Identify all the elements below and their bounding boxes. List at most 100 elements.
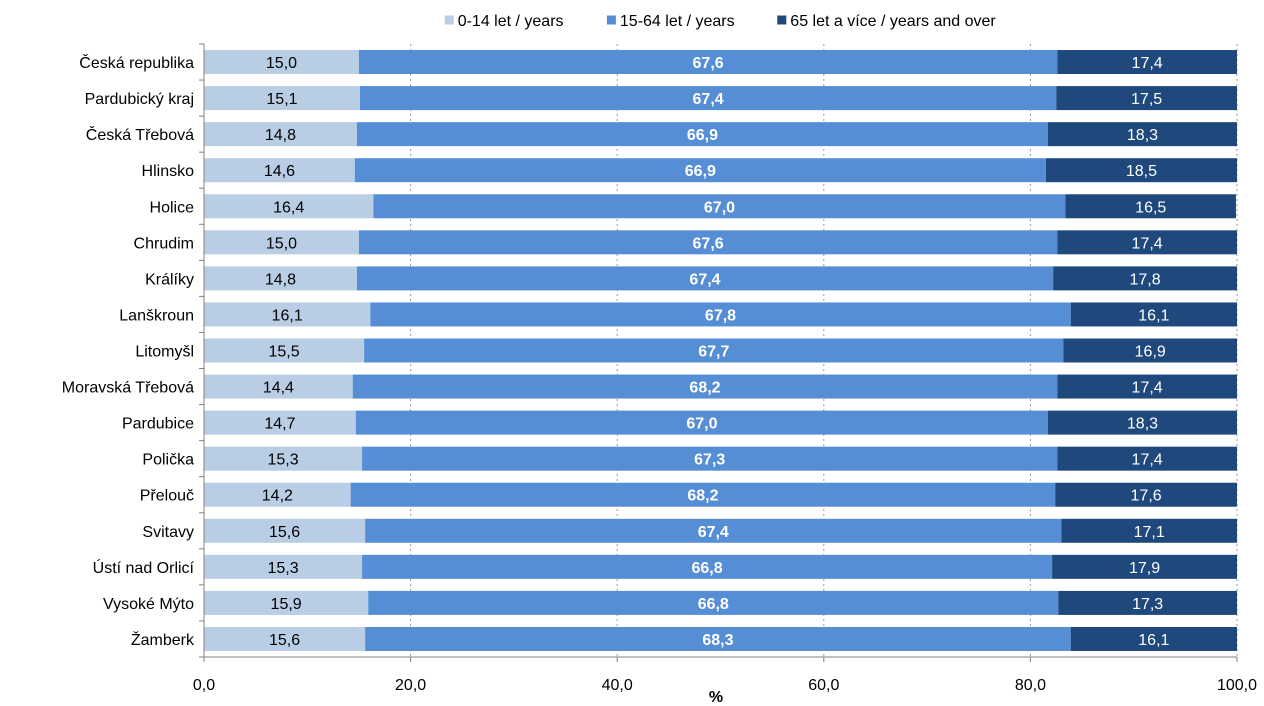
bar-row: 15,3 67,3 17,4 Polička — [142, 446, 1237, 471]
bar-segment — [1055, 482, 1237, 507]
data-label: 66,9 — [687, 127, 718, 144]
data-label: 14,6 — [264, 163, 295, 180]
legend-item: 15-64 let / years — [606, 13, 735, 30]
legend-item: 65 let a více / years and over — [777, 13, 996, 30]
bar-row: 14,8 66,9 18,3 Česká Třebová — [86, 122, 1237, 147]
data-label: 18,3 — [1127, 127, 1158, 144]
category-label: Pardubice — [122, 416, 194, 433]
bar-row: 15,1 67,4 17,5 Pardubický kraj — [85, 86, 1237, 111]
bar-segment — [204, 410, 356, 435]
bar-segment — [350, 482, 1056, 507]
bar-segment — [204, 230, 359, 255]
category-label: Hlinsko — [142, 163, 195, 180]
data-label: 16,5 — [1135, 199, 1166, 216]
data-label: 15,0 — [266, 235, 297, 252]
data-label: 18,3 — [1127, 416, 1158, 433]
bar-row: 15,0 67,6 17,4 Česká republika — [79, 50, 1237, 75]
legend-swatch — [606, 15, 616, 25]
bar-segment — [204, 554, 363, 579]
data-label: 14,7 — [264, 416, 295, 433]
category-label: Králíky — [145, 271, 194, 288]
bar-segment — [358, 50, 1058, 75]
data-label: 67,4 — [698, 524, 729, 541]
bars: 15,0 67,6 17,4 Česká republika 15,1 67,4 17,5 P… — [62, 50, 1237, 651]
bar-row: 15,3 66,8 17,9 Ústí nad Orlicí — [93, 554, 1237, 579]
x-tick-label: 20,0 — [395, 677, 426, 694]
data-label: 66,8 — [692, 560, 723, 577]
bar-segment — [355, 410, 1048, 435]
data-label: 66,9 — [685, 163, 716, 180]
data-label: 68,2 — [689, 380, 720, 397]
data-label: 15,5 — [268, 344, 299, 361]
category-label: Lanškroun — [119, 307, 194, 324]
bar-segment — [1047, 410, 1237, 435]
data-label: 17,5 — [1131, 91, 1162, 108]
legend-label: 65 let a více / years and over — [790, 13, 996, 30]
bar-segment — [1052, 554, 1237, 579]
data-label: 66,8 — [698, 596, 729, 613]
bar-segment — [204, 482, 351, 507]
bar-segment — [1058, 590, 1237, 615]
bar-row: 14,8 67,4 17,8 Králíky — [145, 266, 1237, 291]
bar-segment — [356, 122, 1048, 147]
bar-segment — [354, 158, 1046, 183]
bar-segment — [359, 86, 1057, 111]
bar-segment — [358, 230, 1058, 255]
data-label: 67,3 — [694, 452, 725, 469]
data-label: 17,4 — [1132, 452, 1163, 469]
bar-segment — [1065, 194, 1236, 219]
data-label: 16,1 — [272, 307, 303, 324]
bar-segment — [204, 374, 353, 399]
data-label: 67,8 — [705, 307, 736, 324]
bar-segment — [362, 446, 1058, 471]
bar-segment — [204, 194, 374, 219]
bar-segment — [1063, 338, 1237, 363]
data-label: 16,1 — [1138, 307, 1169, 324]
bar-segment — [373, 194, 1066, 219]
data-label: 67,4 — [689, 271, 720, 288]
bar-segment — [1053, 266, 1237, 291]
data-label: 17,3 — [1132, 596, 1163, 613]
bar-segment — [204, 626, 366, 651]
bar-segment — [356, 266, 1054, 291]
category-label: Česká Třebová — [86, 125, 194, 144]
bar-segment — [204, 590, 369, 615]
data-label: 15,3 — [267, 560, 298, 577]
category-label: Moravská Třebová — [62, 380, 194, 397]
data-label: 17,4 — [1132, 55, 1163, 72]
category-label: Litomyšl — [135, 344, 194, 361]
data-label: 17,1 — [1134, 524, 1165, 541]
x-tick-label: 100,0 — [1217, 677, 1257, 694]
legend-label: 15-64 let / years — [620, 13, 735, 30]
data-label: 15,1 — [266, 91, 297, 108]
legend-swatch — [777, 15, 787, 25]
category-label: Svitavy — [142, 524, 194, 541]
data-label: 17,4 — [1132, 235, 1163, 252]
legend-swatch — [444, 15, 454, 25]
data-label: 15,9 — [271, 596, 302, 613]
data-label: 68,2 — [687, 488, 718, 505]
legend-label: 0-14 let / years — [458, 13, 564, 30]
data-label: 67,0 — [686, 416, 717, 433]
x-tick-label: 60,0 — [808, 677, 839, 694]
data-label: 18,5 — [1126, 163, 1157, 180]
bar-segment — [1070, 626, 1237, 651]
bar-segment — [204, 446, 363, 471]
bar-row: 15,9 66,8 17,3 Vysoké Mýto — [103, 590, 1237, 615]
x-tick-label: 80,0 — [1015, 677, 1046, 694]
x-tick-label: 0,0 — [193, 677, 215, 694]
data-label: 15,0 — [266, 55, 297, 72]
bar-segment — [204, 86, 360, 111]
bar-segment — [352, 374, 1058, 399]
data-label: 15,6 — [269, 632, 300, 649]
category-label: Žamberk — [131, 630, 195, 649]
data-label: 67,6 — [693, 235, 724, 252]
data-label: 15,6 — [269, 524, 300, 541]
bar-segment — [1056, 86, 1237, 111]
bar-row: 16,1 67,8 16,1 Lanškroun — [119, 302, 1237, 327]
bar-segment — [1045, 158, 1237, 183]
bar-segment — [204, 302, 371, 327]
bar-segment — [1057, 230, 1237, 255]
data-label: 67,4 — [693, 91, 724, 108]
